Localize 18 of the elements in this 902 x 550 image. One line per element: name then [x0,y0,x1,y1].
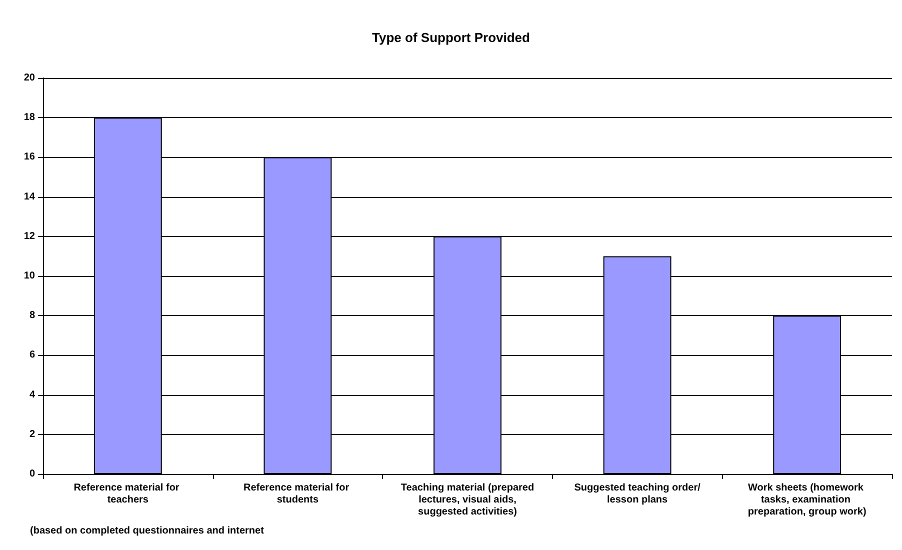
x-tick-label: Reference material for teachers [74,482,182,506]
x-tick-label: Teaching material (prepared lectures, visual aids, suggested activities) [400,482,534,518]
chart-title: Type of Support Provided [372,30,530,45]
y-tick-label: 10 [24,270,36,282]
y-tick-label: 18 [24,112,36,124]
text: (based on completed questionnaires and internet [30,526,265,536]
y-tick-label: 14 [24,191,36,202]
y-tick-label: 8 [29,310,36,322]
x-tick-label: Suggested teaching order/lesson plans [574,482,701,506]
y-tick-label: 2 [29,428,36,440]
y-tick-label: 0 [29,468,36,480]
y-tick-label: 16 [24,152,36,163]
x-tick-label: Work sheets (homework tasks, examination preparation, group work) [748,482,866,518]
y-tick-label: 12 [24,230,36,242]
y-tick-label: 4 [29,389,36,400]
y-tick-label: 20 [24,72,36,84]
y-tick-label: 6 [29,350,36,361]
x-tick-label: Reference material for students [244,482,352,506]
